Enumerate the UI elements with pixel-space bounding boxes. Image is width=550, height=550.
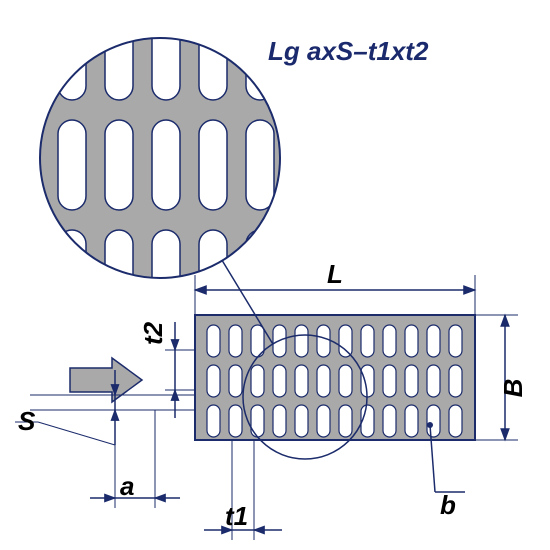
label-B: B: [498, 379, 528, 398]
label-b: b: [440, 490, 456, 520]
label-t2: t2: [138, 321, 168, 345]
perforated-sheet: [195, 315, 475, 440]
label-t1: t1: [225, 501, 248, 531]
label-a: a: [120, 471, 134, 501]
title-text: Lg axS–t1xt2: [268, 36, 429, 66]
label-L: L: [327, 259, 343, 289]
magnifier-detail: [35, 10, 285, 320]
label-S: S: [18, 406, 36, 436]
